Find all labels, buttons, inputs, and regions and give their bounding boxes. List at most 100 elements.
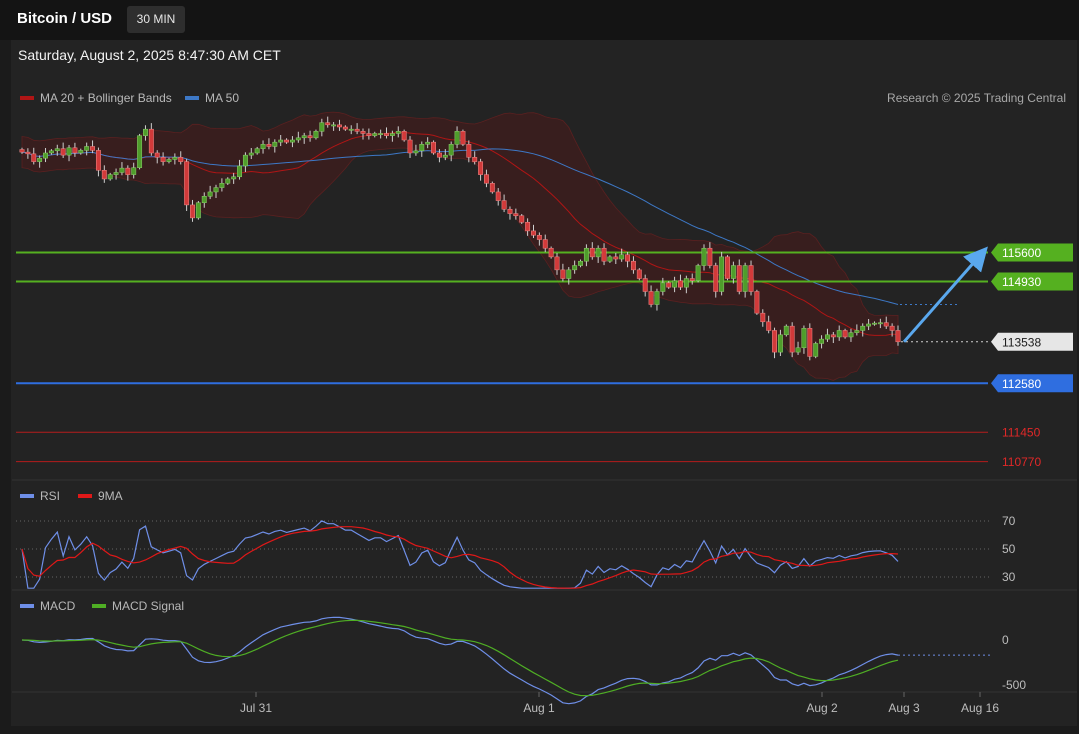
candle-up	[107, 174, 113, 180]
legend-swatch-red	[78, 494, 92, 498]
candle-down	[489, 183, 495, 193]
candle-down	[519, 215, 525, 223]
support-level-label: 112580	[1002, 377, 1041, 391]
candle-up	[795, 347, 801, 353]
candle-down	[178, 157, 184, 162]
candle-down	[325, 122, 331, 126]
candle-down	[25, 151, 31, 155]
candle-up	[201, 196, 207, 204]
candle-down	[889, 325, 895, 331]
x-tick-label: Jul 31	[240, 701, 272, 715]
candle-up	[419, 144, 425, 152]
candle-down	[560, 269, 566, 279]
candle-down	[666, 282, 672, 288]
x-tick-label: Aug 2	[806, 701, 838, 715]
macd-line	[21, 616, 899, 705]
legend-macd-signal: MACD Signal	[92, 599, 184, 613]
candle-up	[319, 122, 325, 132]
candle-up	[131, 167, 137, 175]
candle-up	[595, 247, 601, 258]
candle-down	[507, 209, 513, 214]
candle-down	[625, 254, 631, 262]
candle-down	[554, 256, 560, 271]
candle-up	[213, 187, 219, 193]
candle-down	[830, 334, 836, 338]
candle-down	[548, 247, 554, 258]
candle-down	[436, 152, 442, 158]
candle-down	[401, 131, 407, 141]
candle-up	[301, 135, 307, 139]
candle-down	[484, 174, 489, 184]
candle-down	[337, 124, 342, 128]
resistance-level-tag	[991, 243, 1073, 262]
legend-label: 9MA	[98, 489, 123, 503]
legend-label: MA 20 + Bollinger Bands	[40, 91, 172, 105]
support-level-label: 110770	[1002, 455, 1041, 469]
candle-down	[342, 126, 348, 130]
candle-down	[495, 191, 501, 201]
legend-swatch-blue	[185, 96, 199, 100]
support-level-label: 111450	[1002, 426, 1041, 440]
candle-up	[454, 131, 460, 145]
resistance-level-label: 115600	[1002, 246, 1041, 260]
candle-up	[207, 191, 213, 197]
candle-up	[78, 150, 84, 154]
candle-up	[866, 323, 872, 327]
candle-down	[284, 139, 290, 143]
candle-down	[148, 128, 154, 154]
x-tick-label: Aug 3	[888, 701, 920, 715]
rsi-9ma-line	[21, 526, 899, 589]
candle-up	[877, 322, 883, 325]
rsi-line	[21, 520, 899, 589]
candle-up	[43, 152, 48, 159]
legend-label: MACD Signal	[112, 599, 185, 613]
rsi-tick-label: 50	[1002, 542, 1016, 556]
candle-up	[425, 141, 431, 145]
candle-down	[354, 128, 360, 132]
legend-swatch-red	[20, 96, 34, 100]
instrument-title: Bitcoin / USD	[17, 10, 113, 27]
legend-label: MACD	[40, 599, 76, 613]
candle-up	[313, 131, 319, 139]
legend-rsi: RSI	[20, 489, 60, 503]
candle-down	[725, 256, 730, 279]
candle-down	[807, 328, 813, 357]
candle-down	[689, 278, 695, 281]
candle-down	[531, 230, 536, 236]
candle-up	[295, 137, 301, 141]
candle-up	[413, 150, 419, 154]
candle-up	[272, 141, 278, 147]
candle-up	[854, 330, 860, 333]
candle-down	[636, 269, 642, 279]
candle-down	[478, 161, 484, 175]
timeframe-button[interactable]: 30 MIN	[127, 6, 185, 33]
macd-tick-label: 0	[1002, 633, 1009, 647]
candle-down	[713, 265, 719, 292]
candle-up	[701, 247, 707, 266]
candle-up	[289, 139, 295, 143]
top-bar: Bitcoin / USD 30 MIN	[0, 0, 1079, 40]
candle-down	[366, 133, 372, 136]
candle-down	[678, 280, 683, 288]
candle-down	[736, 265, 742, 292]
candle-up	[231, 176, 237, 180]
candle-down	[472, 157, 478, 162]
legend-macd: MACD	[20, 599, 75, 613]
candle-down	[384, 133, 389, 136]
candle-up	[813, 343, 819, 357]
candle-down	[789, 325, 795, 353]
legend-swatch-green	[92, 604, 106, 608]
candle-up	[166, 159, 172, 162]
candle-down	[31, 153, 37, 162]
candle-up	[372, 133, 378, 136]
candle-down	[754, 291, 760, 314]
candle-down	[160, 157, 166, 162]
candle-down	[19, 149, 25, 153]
research-credit: Research © 2025 Trading Central	[887, 91, 1066, 105]
candle-up	[66, 147, 72, 156]
candle-up	[219, 183, 225, 188]
candle-up	[119, 167, 125, 173]
candle-down	[601, 247, 607, 262]
x-tick-label: Aug 1	[523, 701, 555, 715]
